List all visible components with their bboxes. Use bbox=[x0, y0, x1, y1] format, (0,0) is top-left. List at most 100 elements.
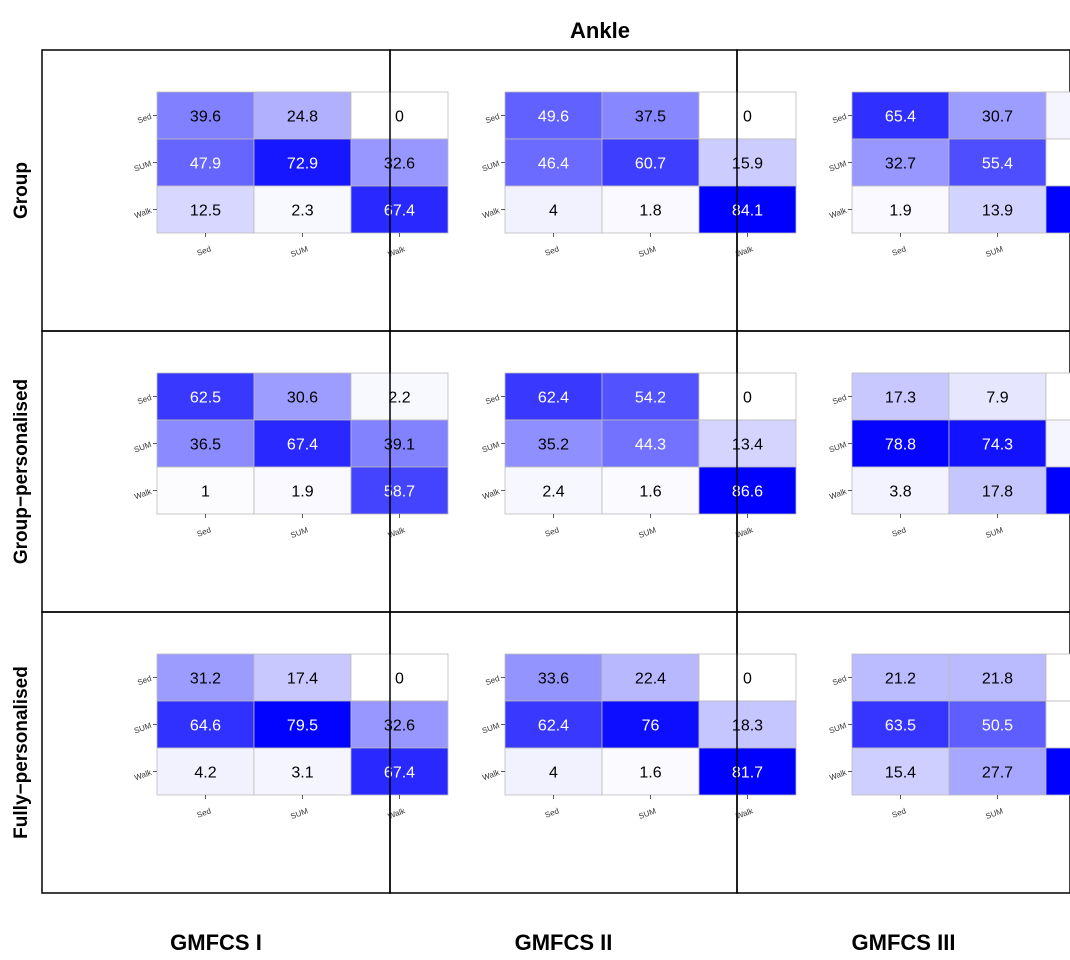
panel-group-gmfcs-ii: 49.6 37.5 0 46.4 60.7 15.9 4 1.8 84.1 Sed SUM Walk S… bbox=[389, 49, 797, 332]
cell-value-label: 76 bbox=[642, 718, 660, 735]
heatmap-cell bbox=[253, 747, 352, 796]
heatmap-cell bbox=[601, 653, 700, 702]
cell-value-label: 0 bbox=[395, 671, 404, 688]
heatmap-cell bbox=[948, 700, 1047, 749]
heatmap-cell bbox=[1045, 185, 1070, 234]
cell-value-label: 17.3 bbox=[885, 390, 916, 407]
y-tick-label: Sed bbox=[484, 674, 500, 687]
cell-value-label: 0 bbox=[743, 671, 752, 688]
heatmap-cell bbox=[504, 419, 603, 468]
y-tick-label: Sed bbox=[136, 674, 152, 687]
cell-value-label: 39.1 bbox=[384, 437, 415, 454]
y-tick-label: Sed bbox=[136, 393, 152, 406]
x-tick-label: Sed bbox=[544, 244, 560, 257]
x-tick-label: SUM bbox=[289, 244, 309, 259]
heatmap-cell bbox=[350, 700, 449, 749]
cell-value-label: 21.8 bbox=[982, 671, 1013, 688]
heatmap-cell bbox=[504, 138, 603, 187]
y-tick-label: SUM bbox=[133, 159, 153, 174]
col-label-gmfcs-i: GMFCS I bbox=[170, 930, 262, 955]
heatmap-cell bbox=[350, 185, 449, 234]
cell-value-label: 27.7 bbox=[982, 765, 1013, 782]
cell-value-label: 13.4 bbox=[732, 437, 763, 454]
x-tick-label: SUM bbox=[289, 806, 309, 821]
heatmap-cell bbox=[350, 466, 449, 515]
heatmap-cell bbox=[698, 91, 797, 140]
x-tick-label: Sed bbox=[544, 525, 560, 538]
cell-value-label: 4 bbox=[549, 765, 558, 782]
cell-value-label: 62.4 bbox=[538, 718, 569, 735]
heatmap-cell bbox=[253, 372, 352, 421]
heatmap-cell bbox=[1045, 91, 1070, 140]
heatmap-cell bbox=[350, 747, 449, 796]
panel-group-gmfcs-i: 39.6 24.8 0 47.9 72.9 32.6 12.5 2.3 67.4 Sed SUM Wa… bbox=[41, 49, 449, 332]
cell-value-label: 1.9 bbox=[889, 203, 911, 220]
x-tick-label: Sed bbox=[891, 244, 907, 257]
cell-value-label: 30.7 bbox=[982, 109, 1013, 126]
heatmap-cell bbox=[504, 466, 603, 515]
cell-value-label: 15.4 bbox=[885, 765, 916, 782]
y-tick-label: SUM bbox=[481, 440, 501, 455]
heatmap-cell bbox=[504, 185, 603, 234]
row-label-group-personalised: Group−personalised bbox=[11, 379, 32, 564]
heatmap-cell bbox=[253, 653, 352, 702]
cell-value-label: 0 bbox=[743, 109, 752, 126]
x-tick-label: Sed bbox=[891, 525, 907, 538]
cell-value-label: 67.4 bbox=[384, 765, 415, 782]
y-tick-label: SUM bbox=[828, 159, 848, 174]
cell-value-label: 17.8 bbox=[982, 484, 1013, 501]
y-tick-label: Sed bbox=[831, 393, 847, 406]
cell-value-label: 81.7 bbox=[732, 765, 763, 782]
heatmap-cell bbox=[601, 419, 700, 468]
heatmap-cell bbox=[504, 747, 603, 796]
y-tick-label: Walk bbox=[133, 206, 153, 221]
x-tick-label: Sed bbox=[196, 525, 212, 538]
labels-layer: Group Group−personalised Fully−personalise… bbox=[11, 162, 955, 955]
cell-value-label: 67.4 bbox=[287, 437, 318, 454]
heatmap-cell bbox=[350, 653, 449, 702]
heatmap-cell bbox=[156, 466, 255, 515]
heatmap-cell bbox=[948, 419, 1047, 468]
x-tick-label: SUM bbox=[984, 525, 1004, 540]
y-tick-label: Walk bbox=[481, 206, 501, 221]
heatmap-cell bbox=[698, 747, 797, 796]
cell-value-label: 62.4 bbox=[538, 390, 569, 407]
heatmap-cell bbox=[948, 653, 1047, 702]
x-tick-label: Sed bbox=[196, 244, 212, 257]
x-tick-label: SUM bbox=[637, 525, 657, 540]
y-tick-label: Sed bbox=[484, 393, 500, 406]
heatmap-cell bbox=[601, 185, 700, 234]
heatmap-cell bbox=[601, 700, 700, 749]
heatmap-cell bbox=[698, 138, 797, 187]
cell-value-label: 21.2 bbox=[885, 671, 916, 688]
heatmap-cell bbox=[601, 466, 700, 515]
cell-value-label: 39.6 bbox=[190, 109, 221, 126]
heatmap-cell bbox=[504, 653, 603, 702]
heatmap-cell bbox=[601, 91, 700, 140]
cell-value-label: 79.5 bbox=[287, 718, 318, 735]
heatmap-cell bbox=[350, 138, 449, 187]
cell-value-label: 33.6 bbox=[538, 671, 569, 688]
heatmap-cell bbox=[253, 91, 352, 140]
y-tick-label: Sed bbox=[831, 112, 847, 125]
heatmap-cell bbox=[948, 466, 1047, 515]
panel-group-gmfcs-iii: 65.430.73.132.755.401.913.996.9SedSUMWal… bbox=[736, 49, 1070, 332]
cell-value-label: 3.1 bbox=[291, 765, 313, 782]
y-tick-label: Sed bbox=[136, 112, 152, 125]
cell-value-label: 74.3 bbox=[982, 437, 1013, 454]
x-tick-label: Sed bbox=[196, 806, 212, 819]
y-tick-label: SUM bbox=[828, 440, 848, 455]
heatmap-cell bbox=[851, 466, 950, 515]
cell-value-label: 35.2 bbox=[538, 437, 569, 454]
heatmap-cell bbox=[948, 138, 1047, 187]
heatmap-cell bbox=[1045, 466, 1070, 515]
cell-value-label: 67.4 bbox=[384, 203, 415, 220]
y-tick-label: Walk bbox=[481, 487, 501, 502]
cell-value-label: 60.7 bbox=[635, 156, 666, 173]
cell-value-label: 17.4 bbox=[287, 671, 318, 688]
cell-value-label: 12.5 bbox=[190, 203, 221, 220]
heatmap-cell bbox=[698, 700, 797, 749]
cell-value-label: 15.9 bbox=[732, 156, 763, 173]
y-tick-label: SUM bbox=[828, 721, 848, 736]
heatmap-cell bbox=[948, 372, 1047, 421]
